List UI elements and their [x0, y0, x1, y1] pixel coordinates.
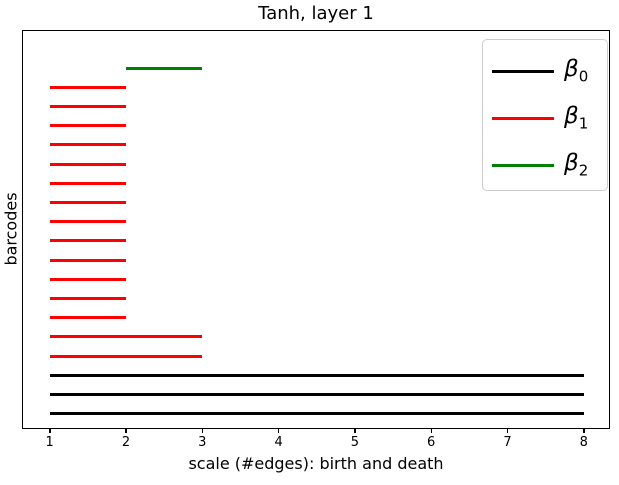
x-tick-label: 5 — [350, 435, 360, 450]
barcode-bar-beta1 — [49, 181, 126, 185]
barcode-bar-beta1 — [49, 335, 203, 339]
legend-entry: β1 — [483, 95, 607, 142]
barcode-bar-beta1 — [49, 354, 203, 358]
x-tick-label: 1 — [45, 435, 54, 450]
barcode-bar-beta1 — [49, 296, 126, 300]
x-tick-label: 8 — [579, 435, 588, 450]
barcode-bar-beta0 — [49, 392, 584, 396]
x-tick-mark — [430, 428, 432, 433]
legend: β0 β1 β2 — [482, 39, 608, 191]
barcode-bar-beta1 — [49, 124, 126, 128]
y-axis-label: barcodes — [1, 192, 21, 266]
barcode-bar-beta2 — [126, 66, 203, 70]
legend-entry: β2 — [483, 142, 607, 189]
barcode-bar-beta1 — [49, 85, 126, 89]
chart-title: Tanh, layer 1 — [258, 3, 374, 24]
barcode-bar-beta1 — [49, 143, 126, 147]
legend-label: β2 — [564, 150, 589, 180]
x-tick-mark — [201, 428, 204, 433]
x-tick-label: 3 — [198, 435, 207, 450]
x-tick-mark — [125, 428, 127, 433]
barcode-bar-beta0 — [49, 412, 584, 416]
legend-line-sample — [492, 70, 554, 73]
barcode-bar-beta1 — [49, 200, 126, 204]
legend-line-sample — [492, 164, 554, 167]
barcode-bar-beta1 — [49, 239, 126, 243]
x-tick-mark — [354, 428, 356, 433]
x-tick-label: 6 — [427, 435, 436, 450]
x-tick-label: 7 — [503, 435, 512, 450]
barcode-bar-beta1 — [49, 162, 126, 166]
barcode-bar-beta0 — [49, 373, 584, 377]
barcode-bar-beta1 — [49, 258, 126, 262]
barcode-bar-beta1 — [49, 316, 126, 320]
x-tick-mark — [277, 428, 280, 433]
barcode-bar-beta1 — [49, 104, 126, 108]
barcode-bar-beta1 — [49, 220, 126, 224]
legend-label: β1 — [564, 103, 589, 133]
x-tick-label: 2 — [121, 435, 131, 450]
x-tick-mark — [583, 428, 585, 433]
legend-label: β0 — [564, 56, 589, 86]
x-tick-label: 4 — [274, 435, 283, 450]
plot-area: 1 2 3 4 5 6 7 8 β0 β1 β2 — [22, 30, 610, 449]
barcode-bar-beta1 — [49, 277, 126, 281]
x-tick-mark — [506, 428, 509, 433]
legend-entry: β0 — [483, 48, 607, 95]
x-tick-mark — [49, 428, 51, 433]
legend-line-sample — [492, 117, 554, 120]
x-axis-label: scale (#edges): birth and death — [188, 454, 444, 473]
